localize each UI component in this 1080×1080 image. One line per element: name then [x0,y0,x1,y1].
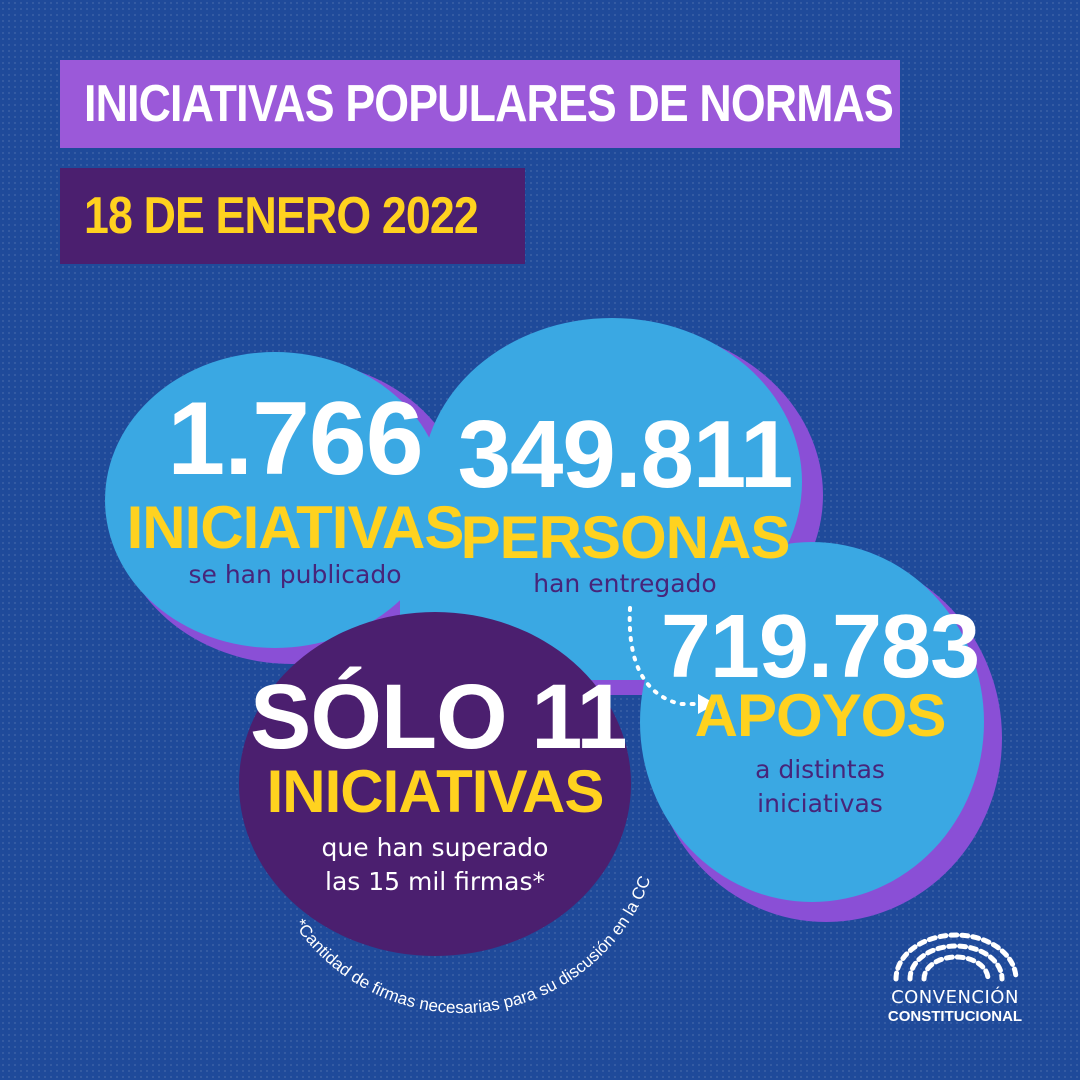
initiatives-caption: se han publicado [188,560,402,589]
title-banner [60,60,900,148]
convention-logo-icon [893,932,1019,982]
only-caption-line2: las 15 mil firmas* [325,867,545,896]
page-title: INICIATIVAS POPULARES DE NORMAS [84,75,894,133]
date-label: 18 DE ENERO 2022 [84,187,479,245]
supports-label: APOYOS [694,682,947,749]
supports-number: 719.783 [660,597,980,697]
only-number: SÓLO 11 [250,666,628,768]
logo-line1: CONVENCIÓN [891,987,1019,1008]
people-number: 349.811 [457,401,794,508]
people-caption: han entregado [533,569,717,598]
only-bubble [239,612,631,956]
dotted-arrow [627,606,702,706]
arrow-head-icon [698,694,716,714]
date-banner [60,168,525,264]
bubbles-light [105,318,984,902]
logo-line2: CONSTITUCIONAL [887,1008,1023,1025]
initiatives-number: 1.766 [167,381,423,497]
supports-caption-line1: a distintas [755,755,885,784]
supports-caption-line2: iniciativas [757,789,883,818]
only-label: INICIATIVAS [266,758,605,825]
initiatives-label: INICIATIVAS [126,494,465,561]
people-label: PERSONAS [460,504,791,571]
only-caption-line1: que han superado [321,833,549,862]
